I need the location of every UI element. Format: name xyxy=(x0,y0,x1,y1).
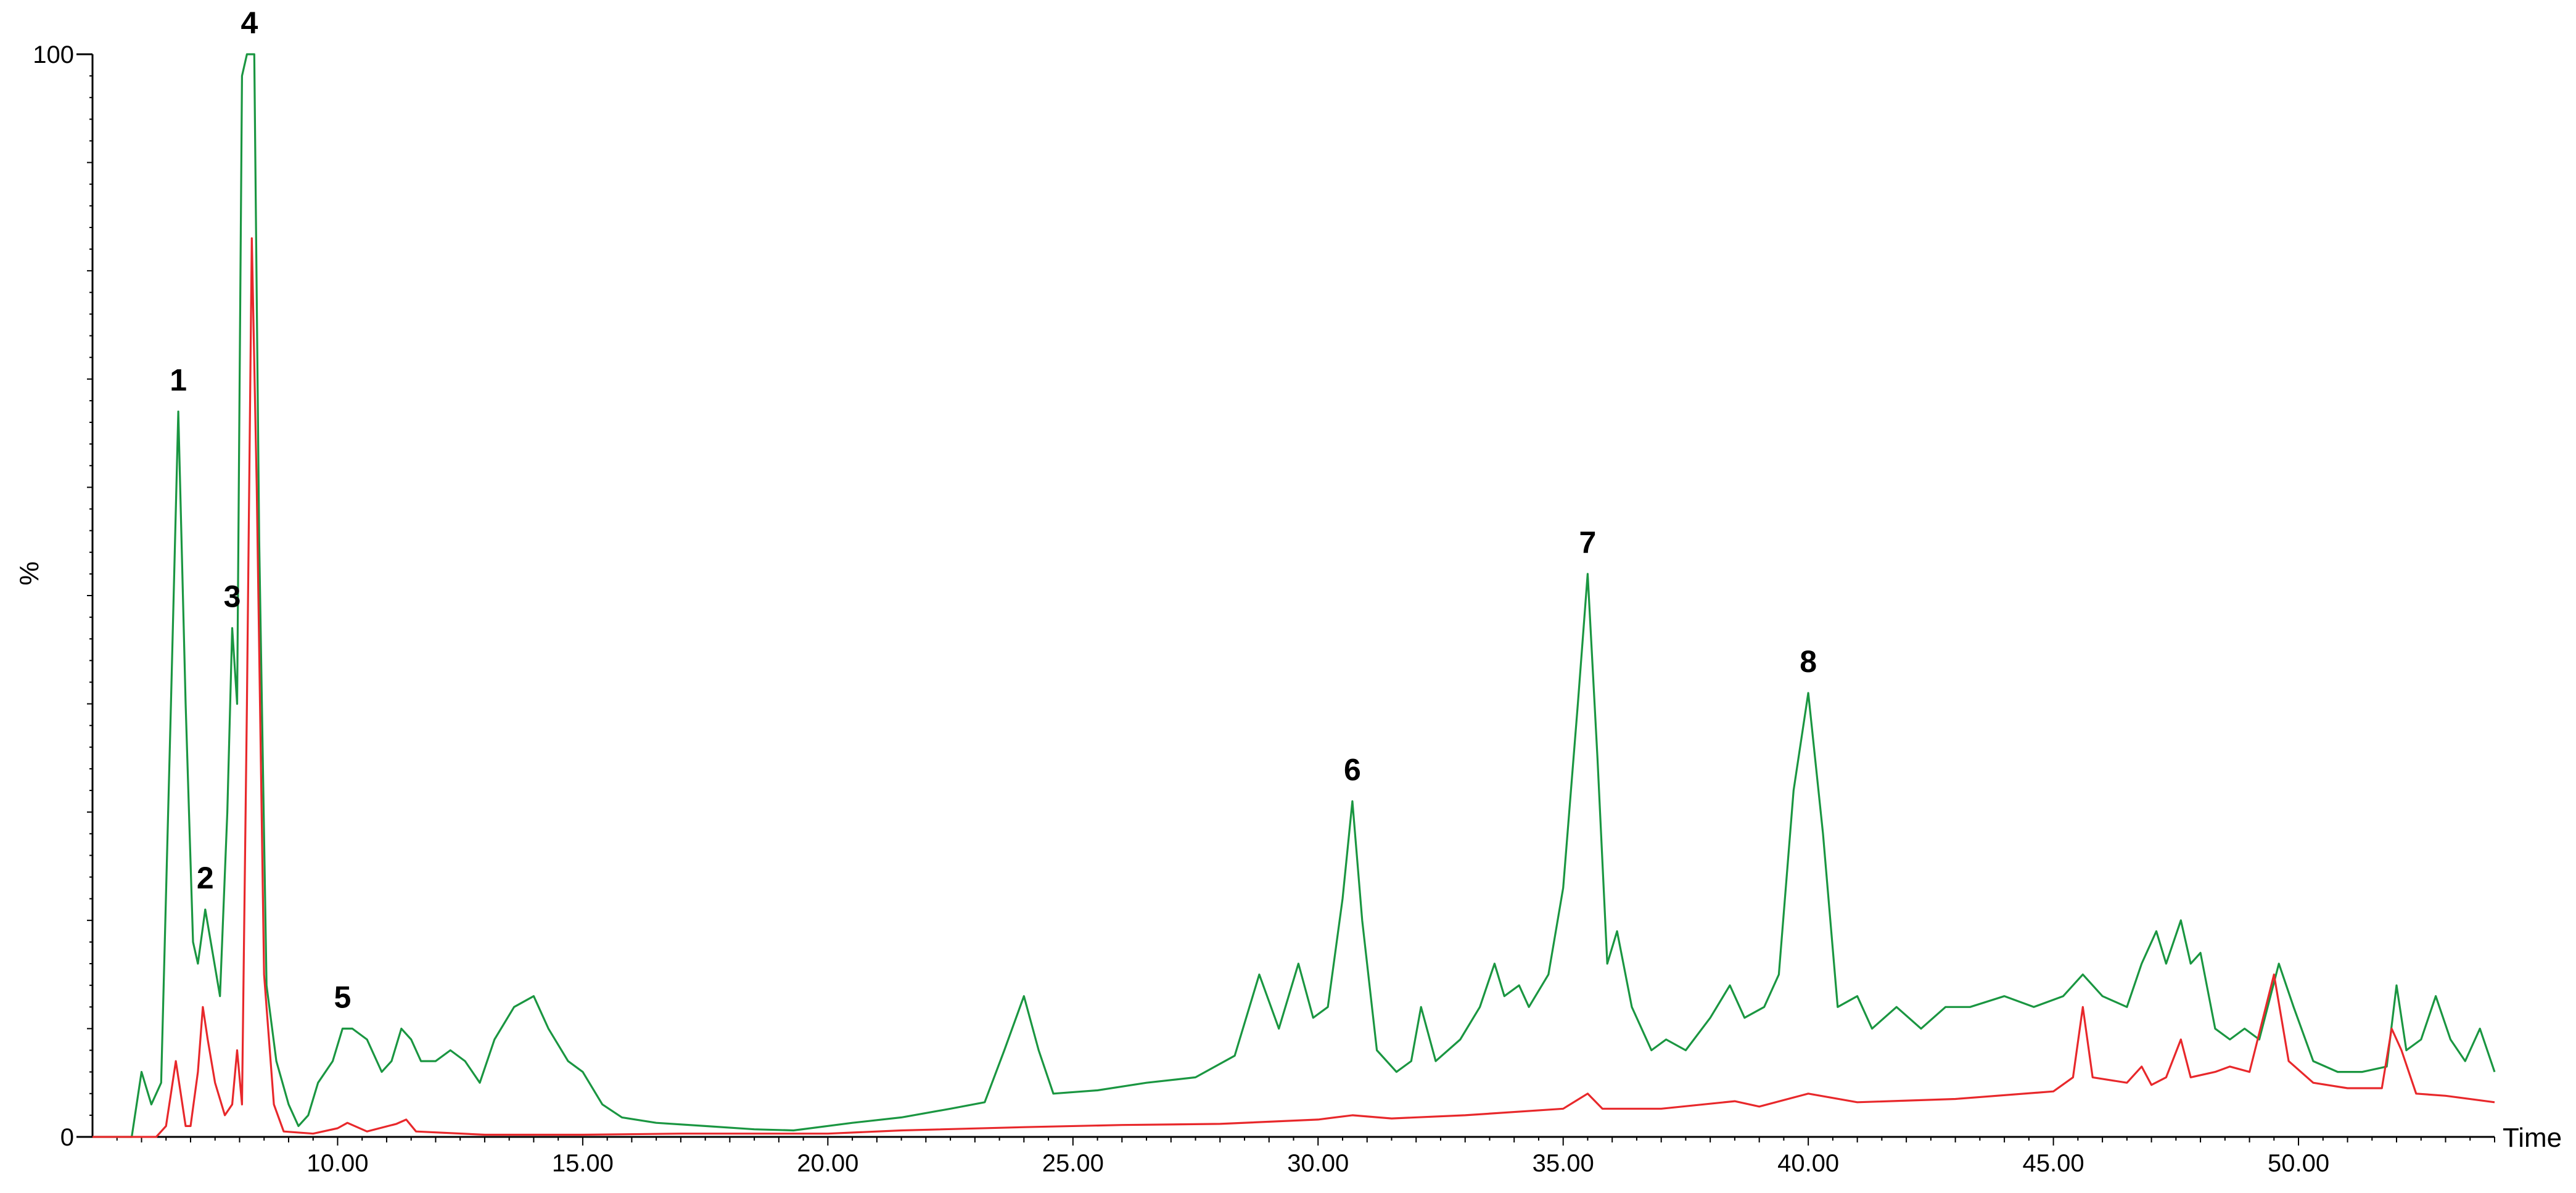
y-tick-label: 100 xyxy=(33,41,74,68)
y-axis-title: % xyxy=(14,561,44,585)
tick-labels: 10.00 15.00 20.00 25.00 30.00 35.00 40.00 45.00… xyxy=(33,41,2329,1177)
x-tick-label: 15.00 xyxy=(552,1150,614,1177)
x-tick-label: 25.00 xyxy=(1042,1150,1104,1177)
peak-label-3: 3 xyxy=(224,580,241,614)
peak-label-2: 2 xyxy=(197,861,214,895)
peak-labels: 1 2 3 4 5 6 7 8 xyxy=(170,6,1817,1014)
y-tick-label: 0 xyxy=(60,1124,74,1151)
series-line-2 xyxy=(93,237,2495,1138)
series-line-1 xyxy=(93,53,2496,1138)
axes xyxy=(91,54,2495,1138)
x-tick-label: 40.00 xyxy=(1777,1150,1839,1177)
x-tick-label: 35.00 xyxy=(1533,1150,1594,1177)
peak-label-7: 7 xyxy=(1579,525,1597,560)
x-tick-label: 50.00 xyxy=(2268,1150,2329,1177)
x-tick-label: 20.00 xyxy=(797,1150,858,1177)
minor-ticks xyxy=(87,54,2495,1146)
x-tick-label: 10.00 xyxy=(307,1150,368,1177)
peak-label-6: 6 xyxy=(1344,753,1361,787)
peak-label-8: 8 xyxy=(1800,644,1817,679)
x-tick-label: 45.00 xyxy=(2023,1150,2084,1177)
peak-label-4: 4 xyxy=(241,6,258,40)
peak-label-1: 1 xyxy=(170,363,187,397)
peak-label-5: 5 xyxy=(334,980,351,1014)
series-layer xyxy=(93,53,2496,1138)
x-tick-label: 30.00 xyxy=(1287,1150,1349,1177)
x-axis-title: Time xyxy=(2503,1123,2562,1153)
